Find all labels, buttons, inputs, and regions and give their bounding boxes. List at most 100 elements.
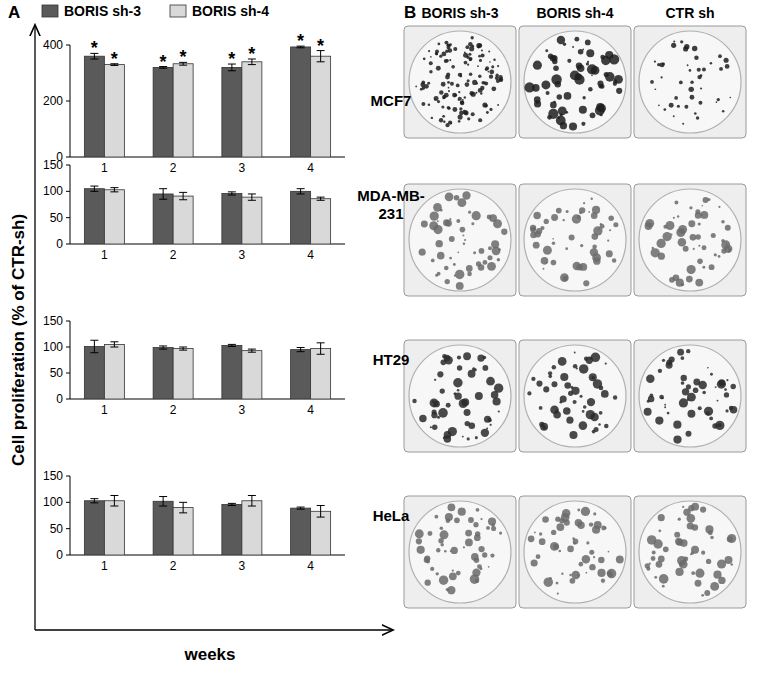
error-cap (159, 188, 167, 189)
colony (497, 104, 499, 106)
colony-plate (404, 496, 516, 608)
colony (550, 102, 557, 109)
colony (669, 103, 674, 108)
colony (466, 265, 473, 272)
colony (606, 250, 613, 257)
colony (576, 368, 578, 370)
colony (545, 49, 548, 52)
colony (697, 68, 701, 72)
colony (471, 222, 474, 225)
colony (469, 58, 472, 61)
colony (702, 391, 706, 395)
y-tick-label: 100 (43, 495, 63, 509)
colony (553, 411, 561, 419)
colony (461, 398, 469, 406)
colony (607, 239, 609, 241)
colony (481, 81, 485, 85)
bar (291, 508, 311, 555)
colony (488, 517, 496, 525)
colony (482, 552, 487, 557)
colony (591, 212, 598, 219)
colony (447, 106, 450, 109)
colony (698, 222, 701, 225)
colony (487, 262, 496, 271)
y-tick-label: 0 (56, 237, 63, 251)
colony (458, 99, 460, 101)
error-line (94, 340, 95, 352)
colony (543, 246, 552, 255)
plate-well (634, 26, 746, 138)
error-line (251, 495, 252, 506)
colony (433, 225, 442, 234)
plate-well (519, 26, 631, 138)
colony (440, 530, 449, 539)
colony (475, 531, 480, 536)
colony (715, 386, 717, 388)
colony (493, 397, 501, 405)
colony (701, 551, 705, 555)
colony (574, 352, 576, 354)
chart-title: HeLa (352, 507, 430, 525)
colony (730, 563, 733, 566)
colony (710, 373, 713, 376)
error-line (114, 495, 115, 506)
colony-plate (634, 496, 746, 608)
colony (663, 546, 669, 552)
colony (539, 538, 546, 545)
colony (593, 226, 602, 235)
colony (658, 514, 665, 521)
colony (533, 61, 542, 70)
colony (472, 367, 476, 371)
colony (428, 103, 431, 106)
y-tick (66, 321, 70, 322)
error-cap (179, 347, 187, 348)
colony (432, 424, 437, 429)
colony (470, 36, 473, 39)
colony (601, 579, 605, 583)
y-tick-label: 50 (50, 366, 64, 380)
dish (409, 345, 511, 447)
colony (658, 253, 665, 260)
colony (488, 50, 490, 52)
colony (684, 105, 688, 109)
bar (242, 501, 262, 555)
colony (579, 562, 584, 567)
colony (654, 60, 656, 62)
colony (453, 47, 457, 51)
colony (576, 264, 583, 271)
colony (428, 50, 430, 52)
error-line (163, 497, 164, 506)
x-tick-label: 2 (170, 403, 177, 417)
dish (524, 189, 626, 291)
colony (469, 46, 474, 51)
error-bar (179, 347, 187, 350)
colony (714, 253, 717, 256)
colony (667, 412, 670, 415)
colony (485, 66, 489, 70)
colony (727, 536, 733, 542)
colony (489, 108, 492, 111)
colony (552, 242, 555, 245)
colony (501, 229, 507, 235)
colony (718, 380, 725, 387)
colony (724, 245, 732, 253)
error-cap (317, 517, 325, 518)
colony (437, 371, 443, 377)
x-tick-label: 1 (101, 559, 108, 573)
colony (710, 62, 713, 65)
colony (718, 255, 721, 258)
colony (449, 59, 451, 61)
colony (454, 94, 457, 97)
colony (712, 423, 717, 428)
colony (694, 56, 698, 60)
bar (222, 345, 242, 399)
colony (687, 265, 696, 274)
colony (468, 211, 471, 214)
colony (598, 423, 601, 426)
colony (708, 530, 713, 535)
colony (567, 59, 571, 63)
error-cap (228, 191, 236, 192)
colony (475, 392, 483, 400)
x-tick-label: 4 (307, 559, 314, 573)
bar (311, 511, 331, 555)
